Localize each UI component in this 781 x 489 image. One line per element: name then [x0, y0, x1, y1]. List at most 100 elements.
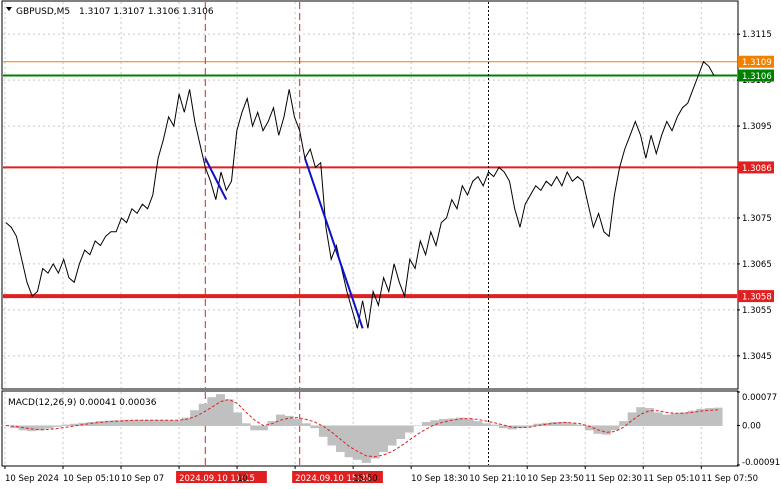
- macd-bar: [670, 413, 680, 426]
- macd-bar: [550, 421, 560, 426]
- macd-y-tick-label: 0.00: [742, 421, 761, 431]
- macd-bar: [653, 412, 663, 426]
- macd-bar: [430, 420, 440, 426]
- macd-bar: [198, 403, 208, 426]
- macd-bar: [190, 410, 200, 426]
- macd-bar: [10, 425, 20, 429]
- macd-bar: [524, 425, 534, 427]
- x-tick-label: 10 Sep 05:10: [63, 474, 120, 484]
- x-tick-label: 10 Sep 21:10: [469, 474, 526, 484]
- macd-bar: [241, 423, 251, 426]
- macd-bar: [567, 423, 577, 426]
- macd-bar: [112, 420, 123, 426]
- x-tick-label: 10 Sep 2024: [5, 474, 59, 484]
- macd-bar: [95, 421, 105, 426]
- macd-bar: [370, 425, 380, 459]
- macd-bar: [696, 408, 706, 426]
- level-badge: [738, 69, 774, 82]
- trend-line: [303, 157, 364, 329]
- macd-bar: [481, 423, 491, 426]
- macd-bar: [258, 425, 268, 431]
- symbol-label: GBPUSD,M5: [16, 7, 70, 17]
- macd-bar: [490, 424, 500, 426]
- y-tick-label: 1.3045: [742, 352, 772, 362]
- x-tick-label: 2024.09.10 15:25: [295, 474, 371, 484]
- macd-bar: [378, 425, 388, 453]
- macd-indicator: [1, 394, 723, 463]
- macd-bar: [233, 412, 243, 426]
- trend-lines: [204, 157, 364, 329]
- chart-header: GBPUSD,M5 1.3107 1.3107 1.3106 1.3106: [6, 7, 214, 17]
- macd-y-tick-label: -0.00091: [742, 458, 780, 468]
- macd-bar: [87, 421, 97, 426]
- macd-bar: [610, 425, 620, 431]
- macd-bar: [310, 425, 320, 429]
- macd-bar: [61, 424, 71, 426]
- macd-bar: [576, 424, 586, 426]
- x-tick-label: 2024.09.10 11:15: [179, 474, 255, 484]
- x-time-highlight: [176, 471, 267, 483]
- x-tick-label: 10: [237, 474, 248, 484]
- macd-bar: [138, 419, 148, 426]
- macd-bar: [318, 425, 328, 437]
- level-badge-label: 1.3086: [742, 164, 772, 174]
- y-tick-label: 1.3065: [742, 260, 772, 270]
- y-tick-label: 1.3095: [742, 122, 772, 132]
- macd-bar: [224, 399, 234, 426]
- macd-bar: [215, 394, 225, 426]
- macd-bar: [619, 421, 629, 426]
- macd-bar: [644, 408, 654, 426]
- level-badge: [738, 161, 774, 174]
- macd-bar: [438, 418, 449, 426]
- x-tick-label: 11 Sep 02:30: [585, 474, 642, 484]
- macd-bar: [104, 420, 114, 426]
- macd-bar: [679, 412, 689, 426]
- price-series: [5, 60, 715, 329]
- macd-bar: [516, 425, 526, 429]
- macd-title: MACD(12,26,9) 0.00041 0.00036: [8, 398, 157, 408]
- level-badges: 1.3109 1.3106 1.3086 1.3058: [738, 55, 774, 303]
- trend-line: [204, 157, 228, 201]
- macd-bar: [70, 423, 80, 426]
- level-badge-label: 1.3106: [742, 72, 772, 82]
- macd-bar: [421, 421, 431, 426]
- level-badge-label: 1.3109: [742, 58, 772, 68]
- macd-bar: [284, 415, 294, 426]
- macd-bar: [361, 425, 371, 463]
- macd-signal-line: [5, 398, 719, 458]
- macd-bar: [396, 425, 406, 439]
- x-tick-label: 10 Sep 23:50: [527, 474, 584, 484]
- macd-bar: [44, 425, 54, 429]
- macd-bar: [662, 414, 672, 426]
- price-line: [5, 60, 715, 329]
- macd-bar: [413, 425, 423, 426]
- price-panel-frame: [1, 0, 739, 390]
- x-tick-label: 11 Sep 05:10: [643, 474, 700, 484]
- x-axis: 10 Sep 2024 10 Sep 05:10 10 Sep 07 2024.09.…: [4, 466, 758, 484]
- y-tick-label: 1.3075: [742, 214, 772, 224]
- macd-bar: [704, 408, 714, 426]
- level-badge: [738, 55, 774, 68]
- triangle-down-icon[interactable]: [6, 7, 12, 11]
- macd-bar: [293, 418, 303, 426]
- x-time-highlight: [292, 471, 383, 483]
- macd-bar: [173, 420, 183, 426]
- macd-bar: [533, 423, 543, 426]
- macd-bar: [447, 418, 457, 426]
- x-tick-label: 10 Sep 07: [121, 474, 164, 484]
- macd-bar: [559, 421, 569, 426]
- x-tick-label: 11 Sep 07:50: [701, 474, 758, 484]
- macd-bar: [499, 425, 509, 429]
- macd-bar: [35, 425, 45, 431]
- macd-bar: [130, 419, 140, 426]
- macd-bar: [456, 417, 466, 426]
- macd-bar: [387, 425, 397, 446]
- x-tick-label: 10 Sep 18:30: [411, 474, 468, 484]
- x-tick-label: 15:50: [353, 474, 378, 484]
- macd-bar: [301, 423, 311, 426]
- macd-bar: [636, 407, 646, 426]
- macd-bar: [344, 425, 354, 458]
- macd-bar: [164, 420, 174, 426]
- macd-bar: [541, 422, 551, 426]
